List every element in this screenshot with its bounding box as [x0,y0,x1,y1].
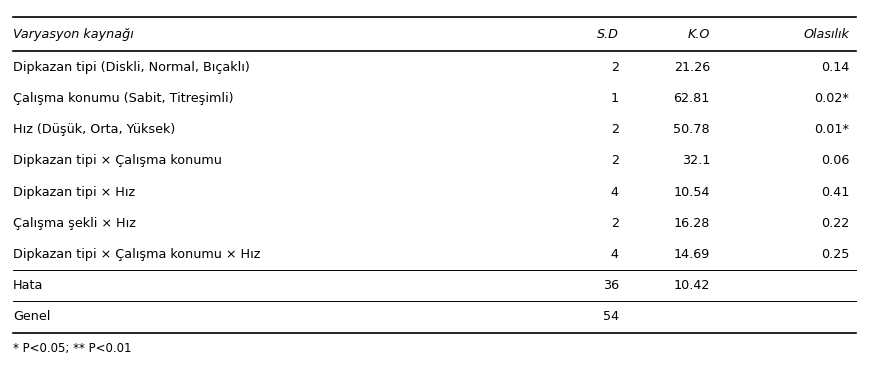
Text: 0.14: 0.14 [820,61,849,74]
Text: 36: 36 [602,279,619,292]
Text: 21.26: 21.26 [673,61,710,74]
Text: K.O: K.O [687,29,710,42]
Text: 10.54: 10.54 [673,186,710,199]
Text: Olasılık: Olasılık [803,29,849,42]
Text: 62.81: 62.81 [673,92,710,105]
Text: 1: 1 [611,92,619,105]
Text: 32.1: 32.1 [681,154,710,167]
Text: S.D: S.D [597,29,619,42]
Text: 0.06: 0.06 [820,154,849,167]
Text: 10.42: 10.42 [673,279,710,292]
Text: 50.78: 50.78 [673,123,710,136]
Text: Varyasyon kaynağı: Varyasyon kaynağı [13,29,134,42]
Text: Dipkazan tipi × Hız: Dipkazan tipi × Hız [13,186,136,199]
Text: Dipkazan tipi (Diskli, Normal, Bıçaklı): Dipkazan tipi (Diskli, Normal, Bıçaklı) [13,61,249,74]
Text: 2: 2 [611,61,619,74]
Text: 0.41: 0.41 [820,186,849,199]
Text: 14.69: 14.69 [673,248,710,261]
Text: 16.28: 16.28 [673,217,710,230]
Text: 0.01*: 0.01* [814,123,849,136]
Text: 2: 2 [611,217,619,230]
Text: Çalışma konumu (Sabit, Titreşimli): Çalışma konumu (Sabit, Titreşimli) [13,92,234,105]
Text: Çalışma şekli × Hız: Çalışma şekli × Hız [13,217,136,230]
Text: 0.25: 0.25 [820,248,849,261]
Text: 0.22: 0.22 [820,217,849,230]
Text: 0.02*: 0.02* [814,92,849,105]
Text: 2: 2 [611,154,619,167]
Text: 54: 54 [602,311,619,323]
Text: 4: 4 [611,248,619,261]
Text: Hata: Hata [13,279,43,292]
Text: Genel: Genel [13,311,50,323]
Text: Hız (Düşük, Orta, Yüksek): Hız (Düşük, Orta, Yüksek) [13,123,176,136]
Text: 4: 4 [611,186,619,199]
Text: * P<0.05; ** P<0.01: * P<0.05; ** P<0.01 [13,342,131,355]
Text: Dipkazan tipi × Çalışma konumu: Dipkazan tipi × Çalışma konumu [13,154,222,167]
Text: Dipkazan tipi × Çalışma konumu × Hız: Dipkazan tipi × Çalışma konumu × Hız [13,248,261,261]
Text: 2: 2 [611,123,619,136]
